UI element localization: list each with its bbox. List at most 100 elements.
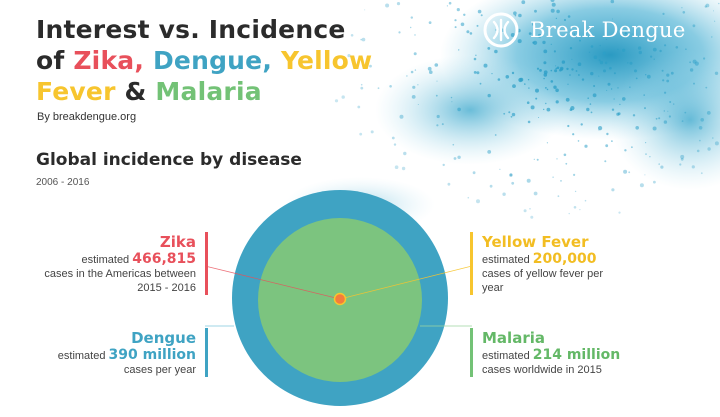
spray-dot bbox=[707, 147, 711, 151]
spray-dot bbox=[654, 32, 657, 35]
spray-dot bbox=[631, 146, 633, 149]
spray-dot bbox=[542, 40, 546, 45]
spray-dot bbox=[535, 97, 538, 100]
spray-dot bbox=[639, 183, 644, 188]
spray-dot bbox=[623, 169, 628, 174]
zika-prefix: estimated bbox=[81, 254, 133, 266]
page-title: Interest vs. Incidence of Zika, Dengue, … bbox=[36, 14, 372, 107]
spray-dot bbox=[659, 49, 662, 53]
spray-dot bbox=[512, 84, 516, 88]
spray-dot bbox=[666, 73, 670, 77]
spray-dot bbox=[565, 97, 570, 102]
dengue-desc-line-1: cases per year bbox=[123, 364, 196, 376]
spray-dot bbox=[629, 61, 633, 65]
spray-dot bbox=[714, 141, 719, 146]
spray-dot bbox=[447, 182, 451, 186]
spray-dot bbox=[598, 59, 601, 62]
yellow-fever-desc-line-1: cases of yellow fever per bbox=[482, 268, 604, 280]
spray-dot bbox=[718, 2, 720, 5]
spray-dot bbox=[394, 165, 399, 169]
spray-dot bbox=[703, 57, 706, 60]
spray-dot bbox=[680, 157, 684, 161]
zika-label: Zika bbox=[159, 233, 196, 251]
spray-dot bbox=[599, 60, 604, 65]
spray-dot bbox=[457, 155, 461, 159]
spray-dot bbox=[532, 22, 536, 26]
spray-dot bbox=[360, 38, 363, 41]
spray-dot bbox=[489, 184, 493, 188]
spray-dot bbox=[546, 107, 551, 112]
spray-dot bbox=[580, 123, 583, 126]
spray-dot bbox=[573, 173, 576, 176]
spray-dot bbox=[545, 87, 547, 89]
spray-dot bbox=[473, 71, 477, 74]
title-line-1: Interest vs. Incidence bbox=[36, 15, 346, 44]
zika-bubble bbox=[333, 292, 347, 306]
spray-dot bbox=[543, 108, 545, 111]
spray-dot bbox=[463, 13, 466, 16]
spray-dot bbox=[661, 69, 664, 72]
spray-dot bbox=[524, 83, 526, 85]
spray-dot bbox=[410, 16, 413, 19]
spray-dot bbox=[529, 208, 531, 210]
spray-dot bbox=[588, 51, 591, 53]
spray-dot bbox=[584, 199, 587, 202]
spray-dot bbox=[682, 11, 686, 14]
spray-dot bbox=[699, 139, 701, 142]
spray-dot bbox=[539, 69, 542, 72]
spray-dot bbox=[714, 20, 716, 22]
spray-dot bbox=[427, 66, 432, 71]
malaria-prefix: estimated bbox=[482, 350, 533, 362]
spray-dot bbox=[643, 94, 645, 96]
spray-dot bbox=[526, 101, 530, 104]
spray-dot bbox=[645, 74, 647, 76]
brand-logo[interactable]: Break Dengue bbox=[482, 10, 686, 50]
spray-dot bbox=[466, 30, 470, 34]
spray-dot bbox=[563, 153, 567, 157]
spray-dot bbox=[401, 166, 406, 171]
spray-dot bbox=[472, 171, 476, 175]
spray-dot bbox=[414, 69, 417, 71]
spray-dot bbox=[681, 7, 683, 9]
spray-dot bbox=[675, 29, 679, 33]
spray-dot bbox=[590, 45, 594, 48]
spray-dot bbox=[477, 9, 482, 14]
title-fever: Fever bbox=[36, 77, 116, 106]
spray-dot bbox=[610, 0, 615, 4]
spray-dot bbox=[713, 10, 714, 12]
yellow-fever-leader-line bbox=[339, 265, 473, 300]
spray-dot bbox=[557, 195, 560, 198]
spray-dot bbox=[411, 95, 416, 99]
yellow-fever-stat: Yellow Fever estimated 200,000 cases of … bbox=[470, 232, 682, 295]
spray-dot bbox=[623, 36, 626, 38]
spray-dot bbox=[652, 47, 657, 52]
spray-dot bbox=[377, 87, 380, 90]
spray-dot bbox=[617, 112, 621, 116]
spray-dot bbox=[491, 73, 493, 75]
spray-dot bbox=[434, 63, 439, 67]
spray-dot bbox=[605, 39, 607, 40]
spray-dot bbox=[587, 97, 589, 99]
title-of: of bbox=[36, 46, 74, 75]
spray-dot bbox=[535, 88, 539, 93]
spray-dot bbox=[413, 52, 417, 56]
spray-dot bbox=[681, 120, 684, 122]
spray-dot bbox=[575, 70, 578, 72]
dengue-estimate: estimated 390 million bbox=[16, 348, 196, 363]
spray-dot bbox=[653, 58, 655, 60]
spray-dot bbox=[436, 114, 440, 119]
spray-dot bbox=[572, 133, 575, 136]
spray-dot bbox=[436, 80, 438, 82]
spray-dot bbox=[517, 39, 522, 44]
spray-dot bbox=[406, 75, 408, 77]
title-malaria: Malaria bbox=[155, 77, 262, 106]
spray-dot bbox=[533, 191, 538, 196]
spray-dot bbox=[679, 163, 682, 166]
spray-dot bbox=[662, 79, 665, 82]
spray-dot bbox=[555, 17, 558, 20]
spray-dot bbox=[550, 8, 555, 13]
spray-dot bbox=[563, 18, 567, 22]
spray-dot bbox=[362, 64, 365, 68]
spray-dot bbox=[389, 85, 392, 88]
zika-desc-line-1: cases in the Americas between bbox=[44, 268, 196, 280]
